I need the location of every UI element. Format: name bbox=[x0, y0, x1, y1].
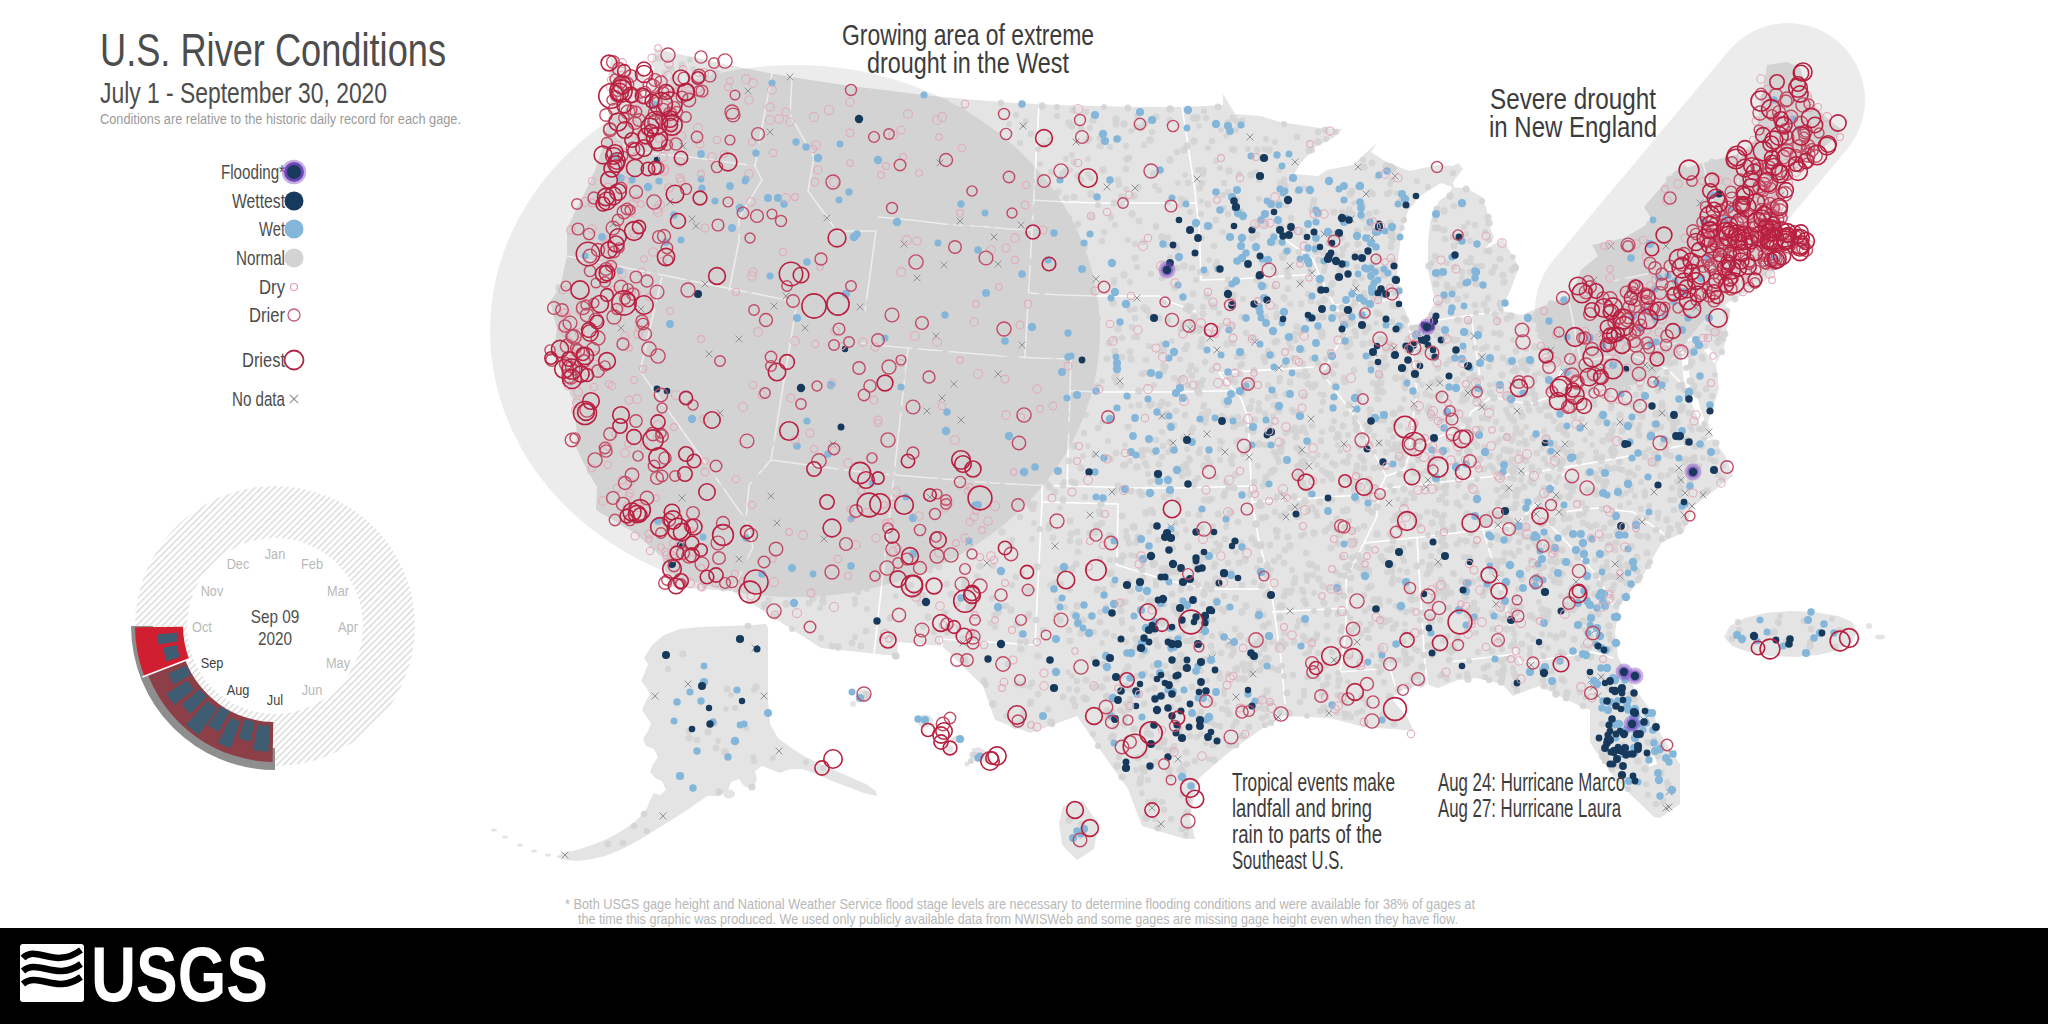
svg-text:the time this graphic was prod: the time this graphic was produced. We u… bbox=[578, 910, 1458, 927]
svg-text:in New England: in New England bbox=[1489, 111, 1657, 143]
svg-text:U.S. River Conditions: U.S. River Conditions bbox=[100, 23, 446, 76]
svg-text:Wet: Wet bbox=[259, 217, 285, 240]
svg-text:Feb: Feb bbox=[301, 555, 323, 572]
svg-text:Conditions are relative to the: Conditions are relative to the historic … bbox=[100, 110, 461, 127]
svg-text:Oct: Oct bbox=[192, 618, 212, 635]
svg-text:Sep: Sep bbox=[201, 654, 224, 671]
svg-text:Jun: Jun bbox=[302, 681, 323, 698]
svg-text:2020: 2020 bbox=[258, 629, 292, 649]
svg-text:Nov: Nov bbox=[201, 582, 224, 599]
svg-text:Jan: Jan bbox=[265, 545, 286, 562]
svg-text:Aug: Aug bbox=[227, 681, 250, 698]
svg-text:Southeast U.S.: Southeast U.S. bbox=[1232, 845, 1344, 875]
svg-text:Driest: Driest bbox=[242, 348, 285, 371]
svg-text:Drier: Drier bbox=[249, 303, 285, 326]
svg-text:Flooding*: Flooding* bbox=[221, 160, 285, 183]
svg-text:Wettest: Wettest bbox=[232, 189, 285, 212]
svg-text:July 1 - September 30, 2020: July 1 - September 30, 2020 bbox=[100, 77, 387, 109]
svg-text:No data: No data bbox=[232, 387, 285, 410]
svg-text:drought in the West: drought in the West bbox=[867, 47, 1069, 79]
svg-text:Sep 09: Sep 09 bbox=[251, 607, 299, 627]
svg-text:Mar: Mar bbox=[327, 582, 349, 599]
svg-text:Dec: Dec bbox=[227, 555, 250, 572]
svg-text:USGS: USGS bbox=[91, 930, 268, 1018]
svg-text:Normal: Normal bbox=[236, 246, 285, 269]
svg-text:Jul: Jul bbox=[267, 691, 283, 708]
svg-text:May: May bbox=[326, 654, 350, 671]
svg-text:Aug 27: Hurricane Laura: Aug 27: Hurricane Laura bbox=[1438, 793, 1621, 823]
svg-text:Dry: Dry bbox=[259, 275, 286, 298]
svg-text:Apr: Apr bbox=[338, 618, 358, 635]
